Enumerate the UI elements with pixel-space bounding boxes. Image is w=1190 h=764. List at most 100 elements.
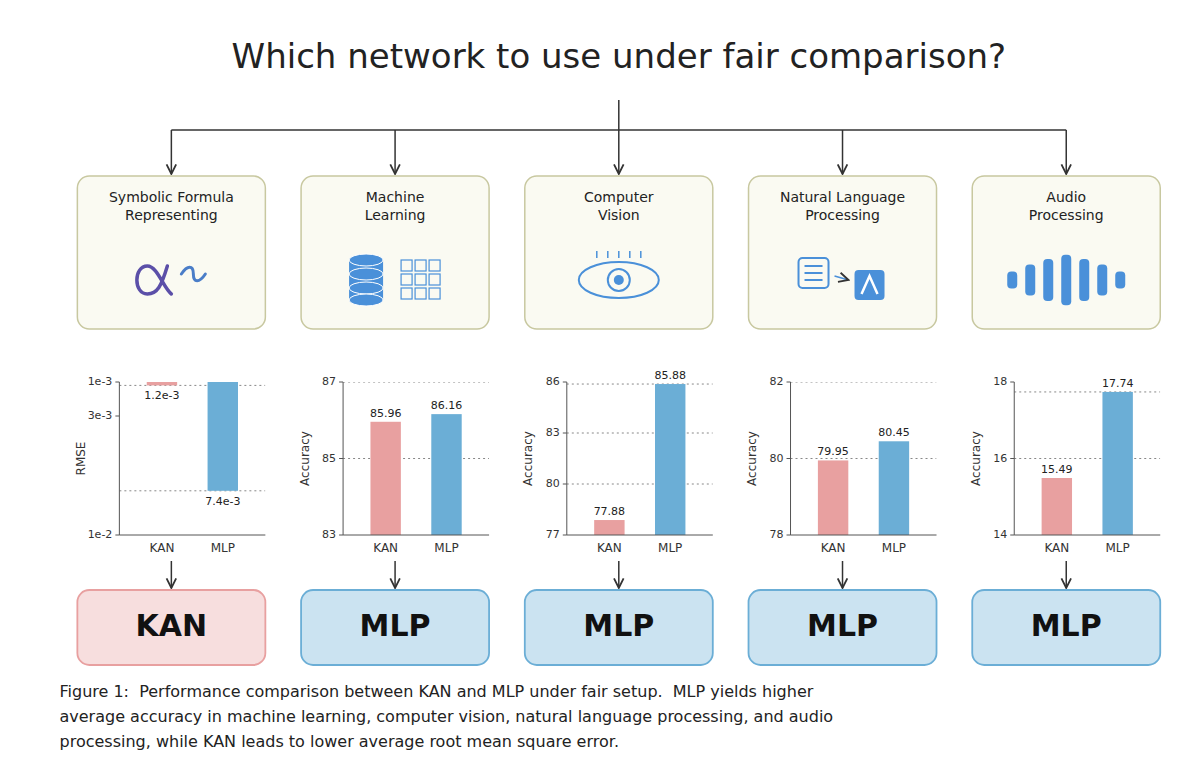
icon-cylinder-disk: [349, 282, 383, 294]
winner-box: [525, 590, 713, 665]
y-tick-label: 83: [322, 528, 336, 541]
text-line: Processing: [1029, 207, 1104, 223]
winner-label: MLP: [807, 608, 878, 643]
text-line: Computer: [584, 189, 654, 205]
plot-area: [343, 382, 489, 535]
data-label: 15.49: [1041, 463, 1073, 476]
category-title: Machine Learning: [365, 189, 426, 223]
category-title: Natural Language Processing: [780, 189, 905, 223]
figure: Which network to use under fair comparis…: [0, 0, 1190, 764]
y-tick: [787, 458, 791, 459]
y-tick-label: 1e-3: [88, 375, 113, 388]
text-line: Symbolic Formula: [109, 189, 234, 205]
connector-arrow: [171, 561, 173, 588]
plot-area: [567, 384, 713, 535]
data-label: 79.95: [817, 445, 849, 458]
category-title: AudioProcessing: [1029, 189, 1104, 223]
plot-area: [791, 382, 937, 535]
connector-arrow: [842, 130, 844, 174]
bar: [594, 520, 624, 535]
panel: MachineLearning838587AccuracyKANMLP85.96…: [298, 130, 490, 764]
icon-wave-bar: [1115, 272, 1125, 289]
text-line: Natural Language: [780, 189, 905, 205]
panel: Symbolic FormulaRepresenting1e-33e-31e-2…: [74, 130, 265, 665]
text-line: Representing: [125, 207, 218, 223]
text-line: Vision: [598, 207, 640, 223]
category-title: Computer Vision: [584, 189, 654, 223]
x-tick-label: KAN: [821, 541, 846, 555]
icon-cylinder-disk: [349, 294, 383, 306]
icon-arrow: [835, 276, 849, 280]
text-line: Learning: [365, 207, 426, 223]
text-line: Machine: [366, 189, 425, 205]
icon: [579, 251, 659, 298]
connector-arrow: [171, 130, 173, 174]
y-tick: [339, 458, 343, 459]
x-tick-label: KAN: [1044, 541, 1069, 555]
icon-glyph-stroke: [862, 276, 878, 294]
bar: [655, 384, 685, 535]
category-box: [749, 176, 937, 329]
y-tick: [1010, 382, 1014, 383]
y-tick: [563, 484, 567, 485]
bar: [147, 382, 177, 385]
reference-line: [1014, 458, 1160, 459]
icon-grid-cell: [415, 260, 426, 271]
winner-box: [749, 590, 937, 665]
winner-label: KAN: [136, 608, 208, 643]
data-label: 17.74: [1102, 377, 1134, 390]
data-label: 85.88: [654, 369, 686, 382]
bar: [370, 422, 400, 535]
icon-grid-cell: [401, 288, 412, 299]
category-box: [77, 176, 265, 329]
icon-glyph-box: [799, 258, 829, 288]
icon-cylinder-disk: [349, 268, 383, 280]
data-label: 85.96: [370, 407, 402, 420]
y-axis: [1014, 382, 1015, 535]
y-tick-label: 80: [546, 477, 560, 490]
reference-line: [119, 385, 265, 386]
x-tick-label: MLP: [434, 541, 458, 555]
panel: Natural LanguageProcessing788082Accuracy…: [745, 130, 937, 764]
x-axis: [791, 535, 937, 536]
y-axis: [119, 382, 120, 535]
connector-arrow: [618, 130, 620, 174]
y-tick-label: 82: [770, 375, 784, 388]
icon: [1007, 255, 1125, 305]
icon-wave-bar: [1025, 265, 1035, 296]
y-tick: [1010, 535, 1014, 536]
x-axis: [1014, 535, 1160, 536]
winner-box: [972, 590, 1160, 665]
panel: AudioProcessing141618AccuracyKANMLP15.49…: [969, 130, 1161, 764]
plot-area: [119, 382, 265, 491]
connector-arrow: [842, 561, 844, 588]
reference-line: [567, 384, 713, 385]
data-label: 86.16: [431, 399, 463, 412]
y-tick-label: 16: [993, 452, 1007, 465]
icon-glyph-stroke: [805, 272, 823, 274]
icon-tilde: [181, 267, 205, 281]
data-label: 1.2e-3: [144, 389, 179, 402]
connector-arrow: [618, 561, 620, 588]
y-tick-label: 78: [770, 528, 784, 541]
x-axis: [567, 535, 713, 536]
y-tick-label: 87: [322, 375, 336, 388]
reference-line: [119, 490, 265, 491]
icon-wave-bar: [1097, 265, 1107, 296]
bar: [818, 460, 848, 535]
icon-lash: [596, 251, 598, 258]
text-line: Processing: [805, 207, 880, 223]
text-line: processing, while KAN leads to lower ave…: [60, 732, 619, 751]
text-line: Figure 1: Performance comparison between…: [60, 682, 814, 701]
reference-line: [791, 382, 937, 383]
reference-line: [343, 382, 489, 383]
icon: [349, 254, 440, 306]
icon-grid-cell: [415, 288, 426, 299]
y-tick-label: 1e-2: [88, 528, 113, 541]
category-box: [525, 176, 713, 329]
reference-line: [1014, 391, 1160, 392]
icon-wave-bar: [1061, 255, 1071, 305]
icon-lash: [618, 251, 620, 258]
winner-label: MLP: [1031, 608, 1102, 643]
icon-grid-cell: [429, 288, 440, 299]
